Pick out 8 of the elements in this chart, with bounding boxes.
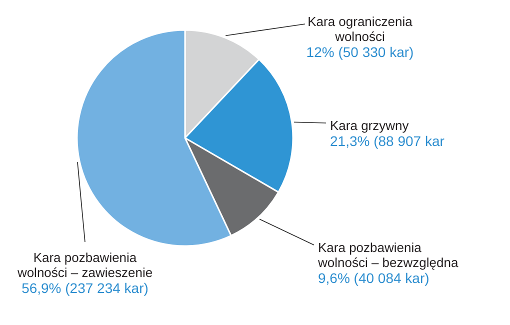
slice-label: Kara pozbawienia wolności – bezwzględna	[317, 240, 459, 270]
slice-label: Kara ograniczenia wolności	[308, 14, 414, 44]
data-label: 9,6% (40 084 kar)	[318, 270, 430, 286]
slice-label: Kara pozbawienia wolności – zawieszenie	[16, 250, 153, 280]
data-label: 56,9% (237 234 kar)	[22, 280, 148, 296]
slice-label: Kara grzywny	[330, 118, 410, 133]
data-label: 21,3% (88 907 kar	[330, 133, 445, 149]
data-label: 12% (50 330 kar)	[306, 44, 414, 60]
